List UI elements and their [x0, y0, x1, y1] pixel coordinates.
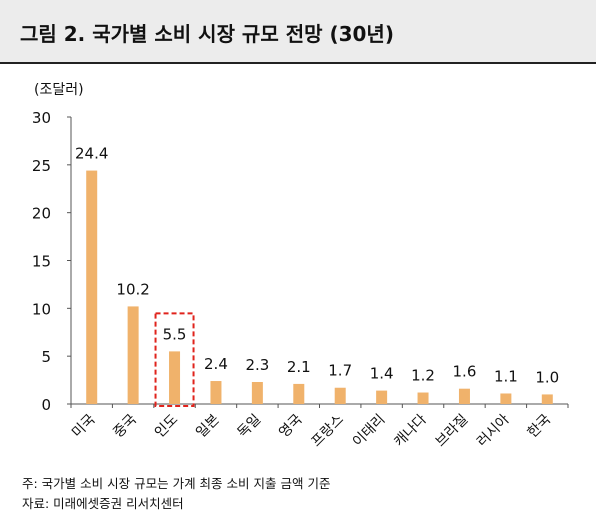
bar [293, 383, 305, 404]
bar [210, 381, 222, 404]
y-tick-label: 30 [32, 109, 51, 127]
bar [251, 381, 263, 404]
y-tick-label: 15 [32, 253, 51, 271]
data-label: 1.1 [494, 367, 518, 385]
data-label: 1.6 [453, 363, 477, 381]
chart-title: 그림 2. 국가별 소비 시장 규모 전망 (30년) [20, 22, 394, 46]
bar [541, 394, 553, 404]
x-category-label: 미국 [69, 411, 99, 441]
bar [500, 393, 512, 404]
x-category-label: 러시아 [474, 411, 513, 450]
data-label: 1.0 [535, 368, 559, 386]
y-tick-label: 0 [41, 396, 51, 414]
source-note: 자료: 미래에셋증권 리서치센터 [22, 496, 184, 511]
bar [169, 351, 181, 404]
bar [417, 392, 429, 404]
data-label: 24.4 [75, 145, 108, 163]
x-category-label: 인도 [152, 411, 182, 441]
data-label: 1.4 [370, 365, 394, 383]
data-label: 2.3 [245, 356, 269, 374]
y-tick-label: 20 [32, 205, 51, 223]
x-category-label: 캐나다 [391, 411, 430, 450]
title-bar: 그림 2. 국가별 소비 시장 규모 전망 (30년) [0, 0, 596, 64]
bar [458, 388, 470, 404]
data-label: 1.2 [411, 367, 435, 385]
x-category-label: 영국 [276, 411, 306, 441]
bars-group [86, 170, 553, 404]
y-axis-unit-label: (조달러) [34, 82, 84, 98]
data-label: 5.5 [163, 325, 187, 343]
x-category-label: 브라질 [433, 412, 472, 451]
y-tick-label: 5 [41, 348, 51, 366]
y-tick-label: 25 [32, 157, 51, 175]
axes: 0 5 10 15 20 25 30 [32, 109, 569, 414]
footnote: 주: 국가별 소비 시장 규모는 가계 최종 소비 지출 금액 기준 [22, 476, 331, 491]
data-label: 2.1 [287, 358, 311, 376]
data-label: 10.2 [116, 280, 149, 298]
data-label: 1.7 [328, 362, 352, 380]
x-category-label: 일본 [193, 411, 223, 441]
data-label: 2.4 [204, 355, 228, 373]
bar [86, 170, 98, 404]
x-category-label: 프랑스 [308, 411, 347, 450]
x-category-label: 독일 [235, 412, 265, 442]
bar [376, 390, 388, 404]
y-tick-label: 10 [32, 300, 51, 318]
x-category-label: 중국 [110, 411, 140, 441]
bar [127, 306, 139, 404]
x-category-label: 이태리 [350, 412, 389, 451]
bar-chart: (조달러) 0 5 10 15 20 25 30 24.4 미국 10.2 중국 5.5 인도 2.4 일… [32, 82, 569, 451]
notes: 주: 국가별 소비 시장 규모는 가계 최종 소비 지출 금액 기준 자료: 미… [22, 474, 330, 514]
highlight-box [154, 312, 195, 407]
x-category-label: 한국 [525, 411, 555, 441]
bar [334, 387, 346, 404]
